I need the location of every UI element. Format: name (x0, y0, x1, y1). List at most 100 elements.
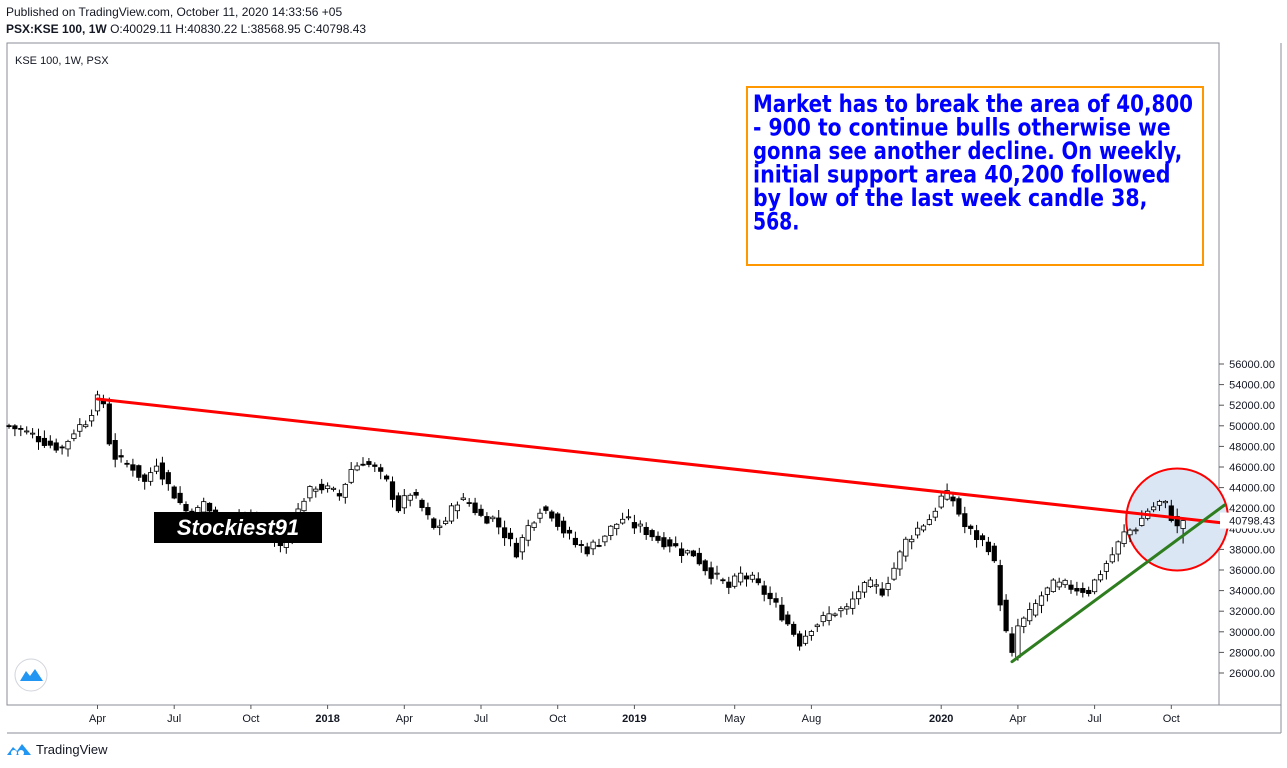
candle-up (1116, 542, 1120, 554)
candle-up (491, 517, 495, 519)
candle-down (703, 561, 707, 571)
candle-up (66, 441, 70, 449)
candle-up (1098, 575, 1102, 580)
candle-up (839, 609, 843, 611)
candle-down (508, 533, 512, 539)
candle-up (1016, 626, 1020, 658)
candle-up (78, 425, 82, 432)
candle-up (538, 513, 542, 518)
candle-down (556, 514, 560, 527)
candle-up (1033, 604, 1037, 615)
candle-up (325, 486, 329, 489)
candle-down (668, 540, 672, 546)
candle-up (154, 466, 158, 471)
candle-down (998, 565, 1002, 604)
y-tick-label: 52000.00 (1229, 400, 1275, 412)
candle-up (443, 521, 447, 523)
candle-up (84, 425, 88, 427)
candle-up (927, 520, 931, 525)
candle-up (715, 573, 719, 574)
y-tick-label: 28000.00 (1229, 647, 1275, 659)
y-tick-label: 46000.00 (1229, 462, 1275, 474)
candle-up (904, 539, 908, 556)
candle-down (160, 463, 164, 479)
candle-down (113, 440, 117, 459)
x-tick-label: Apr (396, 713, 413, 725)
candle-up (1022, 618, 1026, 626)
candle-up (868, 580, 872, 586)
y-tick-label: 54000.00 (1229, 380, 1275, 392)
candle-up (591, 542, 595, 549)
candle-up (1092, 580, 1096, 592)
candle-down (184, 504, 188, 510)
candle-up (750, 575, 754, 579)
tradingview-brand: TradingView (36, 742, 108, 757)
candle-up (526, 526, 530, 541)
y-tick-label: 44000.00 (1229, 483, 1275, 495)
candle-up (833, 614, 837, 615)
y-tick-label: 26000.00 (1229, 668, 1275, 680)
watermark-text: Stockiest91 (177, 515, 299, 540)
candle-down (768, 593, 772, 598)
candle-down (992, 546, 996, 561)
candle-up (1122, 532, 1126, 544)
candle-down (786, 615, 790, 624)
candle-up (25, 431, 29, 432)
candle-down (727, 582, 731, 587)
y-tick-label: 30000.00 (1229, 627, 1275, 639)
candle-up (202, 502, 206, 512)
candle-down (650, 530, 654, 536)
candle-down (373, 465, 377, 466)
candle-down (514, 543, 518, 557)
candle-down (792, 624, 796, 634)
candle-down (119, 456, 123, 457)
x-tick-label: Jul (1088, 713, 1102, 725)
x-tick-label: Jul (474, 713, 488, 725)
candle-down (957, 499, 961, 514)
candle-down (1075, 588, 1079, 591)
candle-down (632, 522, 636, 528)
candle-down (1081, 588, 1085, 592)
candle-down (662, 538, 666, 547)
candle-up (449, 506, 453, 521)
candle-up (910, 539, 914, 541)
candle-down (432, 519, 436, 528)
candle-down (54, 443, 58, 450)
candle-up (915, 528, 919, 535)
candle-down (125, 463, 129, 464)
candle-up (685, 551, 689, 553)
last-price-label: 40798.43 (1229, 516, 1275, 528)
candle-down (19, 428, 23, 429)
candle-up (520, 538, 524, 552)
candle-up (638, 524, 642, 526)
candle-up (1134, 530, 1138, 531)
candle-down (320, 484, 324, 490)
candle-down (567, 530, 571, 533)
candle-down (780, 605, 784, 620)
candle-down (674, 544, 678, 546)
candle-down (178, 493, 182, 502)
candle-down (13, 426, 17, 429)
candle-down (656, 536, 660, 540)
candle-down (762, 586, 766, 595)
x-tick-label: Apr (1009, 713, 1026, 725)
candle-down (980, 536, 984, 540)
candle-down (166, 473, 170, 484)
candle-up (1140, 518, 1144, 525)
y-tick-label: 38000.00 (1229, 544, 1275, 556)
candle-down (597, 545, 601, 546)
candle-up (308, 487, 312, 498)
candle-up (603, 536, 607, 542)
candle-up (72, 434, 76, 439)
candle-up (809, 632, 813, 636)
tradingview-footer[interactable]: TradingView (6, 740, 108, 758)
candle-down (963, 514, 967, 527)
y-tick-label: 56000.00 (1229, 359, 1275, 371)
x-tick-label: Jul (167, 713, 181, 725)
candle-down (48, 441, 52, 445)
candle-down (207, 503, 211, 511)
candle-down (1010, 634, 1014, 653)
candle-down (1004, 600, 1008, 631)
candle-down (131, 465, 135, 470)
